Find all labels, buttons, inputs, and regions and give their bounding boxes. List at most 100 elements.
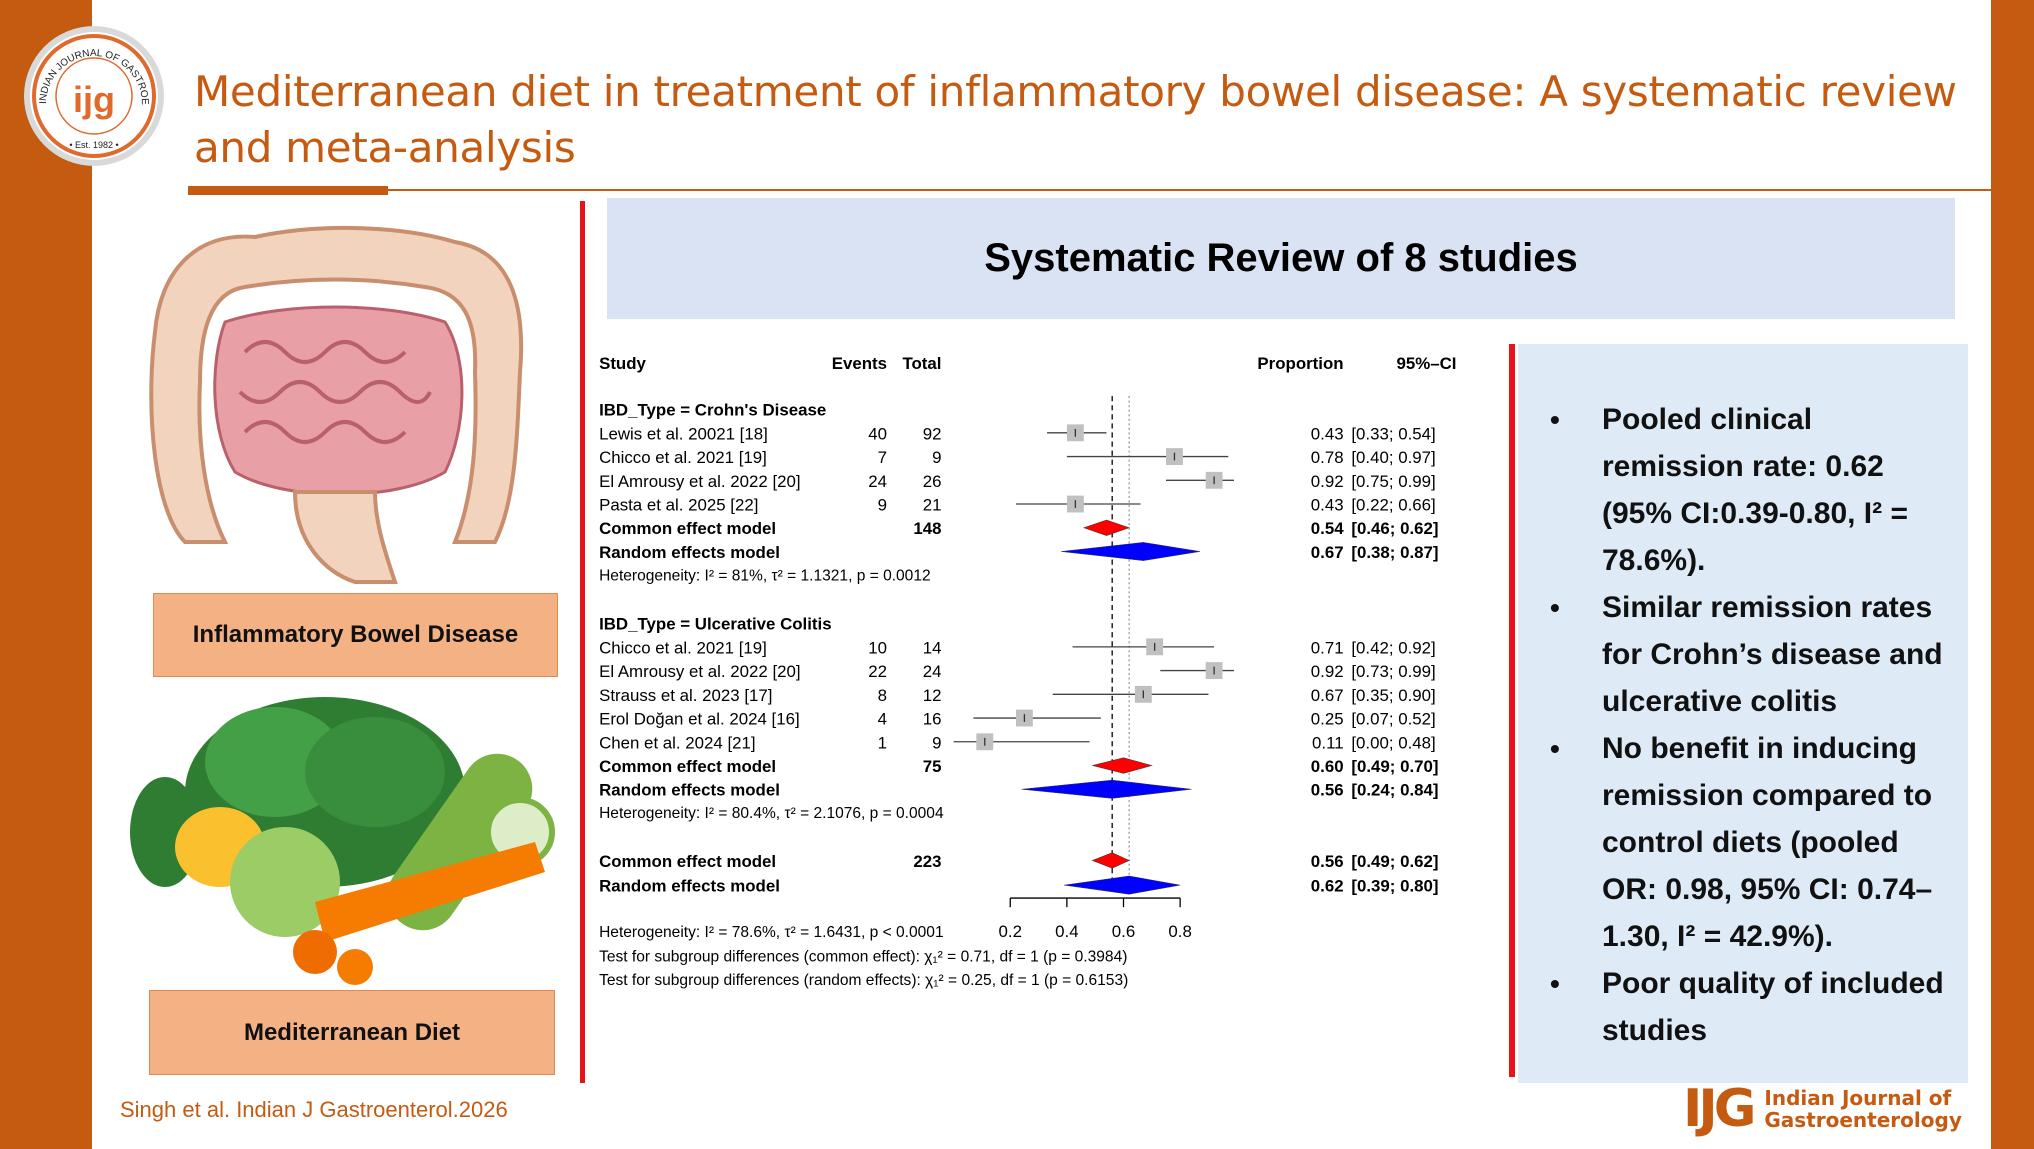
study-total: 9 [932, 733, 941, 752]
study-ci: [0.00; 0.48] [1351, 733, 1435, 752]
common-model-proportion: 0.60 [1311, 757, 1344, 776]
summary-text: No benefit in inducing remission compare… [1602, 732, 1933, 953]
common-model-diamond [1091, 852, 1130, 869]
study-ci: [0.73; 0.99] [1351, 662, 1435, 681]
common-model-diamond [1083, 519, 1130, 536]
column-header-events: Events [832, 354, 887, 373]
ibd-label: Inflammatory Bowel Disease [153, 593, 558, 677]
study-events: 40 [868, 424, 887, 443]
study-name: Erol Doğan et al. 2024 [16] [599, 710, 800, 729]
common-model-label: Common effect model [599, 757, 776, 776]
subgroup-header: IBD_Type = Crohn's Disease [599, 401, 826, 420]
study-total: 14 [923, 638, 942, 657]
study-total: 21 [923, 496, 942, 515]
study-name: Lewis et al. 20021 [18] [599, 424, 768, 443]
column-header-proportion: Proportion [1257, 354, 1343, 373]
study-proportion: 0.11 [1312, 733, 1344, 752]
study-events: 8 [878, 686, 887, 705]
random-model-proportion: 0.56 [1311, 781, 1344, 800]
divider-red-left [580, 201, 585, 1083]
study-ci: [0.75; 0.99] [1351, 472, 1435, 491]
study-total: 26 [923, 472, 942, 491]
study-events: 7 [878, 448, 887, 467]
random-model-proportion: 0.67 [1311, 543, 1344, 562]
study-ci: [0.40; 0.97] [1351, 448, 1435, 467]
review-header-box: Systematic Review of 8 studies [607, 198, 1955, 319]
study-name: El Amrousy et al. 2022 [20] [599, 472, 801, 491]
study-name: El Amrousy et al. 2022 [20] [599, 662, 801, 681]
journal-mark: IJG [1683, 1079, 1756, 1139]
common-model-total: 223 [913, 852, 941, 871]
study-ci: [0.07; 0.52] [1351, 710, 1435, 729]
study-events: 9 [878, 496, 887, 515]
summary-text: Poor quality of included studies [1602, 967, 1944, 1047]
random-model-diamond [1061, 542, 1200, 561]
citation: Singh et al. Indian J Gastroenterol.2026 [120, 1097, 508, 1122]
common-model-proportion: 0.54 [1311, 519, 1344, 538]
x-axis-tick-label: 0.4 [1055, 922, 1078, 941]
column-header-ci: 95%–CI [1396, 354, 1456, 373]
common-model-total: 148 [913, 519, 941, 538]
common-model-label: Common effect model [599, 519, 776, 538]
slide-title: Mediterranean diet in treatment of infla… [194, 67, 1957, 172]
title-underline-thick [188, 186, 388, 195]
study-ci: [0.35; 0.90] [1351, 686, 1435, 705]
summary-item: • Similar remission rates for Crohn’s dis… [1540, 584, 1958, 725]
svg-text:• Est. 1982 •: • Est. 1982 • [69, 140, 118, 150]
subgroup-header: IBD_Type = Ulcerative Colitis [599, 615, 832, 634]
study-events: 1 [878, 733, 887, 752]
study-proportion: 0.92 [1311, 662, 1344, 681]
study-name: Chen et al. 2024 [21] [599, 733, 756, 752]
bullet-icon: • [1550, 592, 1560, 623]
study-name: Chicco et al. 2021 [19] [599, 448, 767, 467]
study-proportion: 0.92 [1311, 472, 1344, 491]
summary-item: • Pooled clinical remission rate: 0.62 (9… [1540, 396, 1958, 584]
study-name: Pasta et al. 2025 [22] [599, 496, 758, 515]
overall-heterogeneity: Heterogeneity: I² = 78.6%, τ² = 1.6431, … [599, 924, 944, 941]
summary-panel: • Pooled clinical remission rate: 0.62 (9… [1518, 344, 1968, 1083]
journal-seal-logo: INDIAN JOURNAL OF GASTROENTEROLOGY • Est… [22, 24, 164, 166]
random-model-ci: [0.24; 0.84] [1351, 781, 1438, 800]
common-model-ci: [0.46; 0.62] [1351, 519, 1438, 538]
common-model-proportion: 0.56 [1311, 852, 1344, 871]
random-model-label: Random effects model [599, 781, 780, 800]
study-proportion: 0.71 [1311, 638, 1344, 657]
review-header-text: Systematic Review of 8 studies [984, 236, 1578, 280]
study-total: 9 [932, 448, 941, 467]
random-model-diamond [1021, 779, 1192, 799]
study-proportion: 0.78 [1311, 448, 1344, 467]
bullet-icon: • [1550, 733, 1560, 764]
study-events: 22 [868, 662, 887, 681]
common-model-label: Common effect model [599, 852, 776, 871]
right-accent-bar [1991, 0, 2034, 1149]
study-events: 10 [868, 638, 887, 657]
subgroup-test-common: Test for subgroup differences (common ef… [599, 949, 1127, 966]
common-model-diamond [1092, 757, 1153, 774]
intestine-illustration [149, 225, 524, 584]
mediterranean-diet-label: Mediterranean Diet [149, 990, 555, 1075]
bullet-icon: • [1550, 968, 1560, 999]
x-axis-tick-label: 0.2 [999, 922, 1022, 941]
vegetables-illustration [130, 697, 555, 985]
random-model-diamond [1064, 875, 1181, 895]
study-name: Strauss et al. 2023 [17] [599, 686, 772, 705]
summary-text: Similar remission rates for Crohn’s dise… [1602, 591, 1943, 718]
study-proportion: 0.43 [1311, 424, 1344, 443]
study-name: Chicco et al. 2021 [19] [599, 638, 767, 657]
svg-text:ijg: ijg [73, 79, 115, 120]
random-model-label: Random effects model [599, 543, 780, 562]
journal-name-line1: Indian Journal of [1764, 1086, 1952, 1110]
x-axis-tick-label: 0.6 [1112, 922, 1135, 941]
study-events: 4 [878, 710, 887, 729]
study-total: 24 [923, 662, 942, 681]
subgroup-heterogeneity: Heterogeneity: I² = 80.4%, τ² = 2.1076, … [599, 805, 944, 822]
summary-item: • No benefit in inducing remission compar… [1540, 725, 1958, 960]
column-header-total: Total [902, 354, 941, 373]
study-total: 16 [923, 710, 942, 729]
study-total: 92 [923, 424, 942, 443]
study-ci: [0.33; 0.54] [1351, 424, 1435, 443]
common-model-ci: [0.49; 0.62] [1351, 852, 1438, 871]
study-proportion: 0.25 [1311, 710, 1344, 729]
study-proportion: 0.43 [1311, 496, 1344, 515]
